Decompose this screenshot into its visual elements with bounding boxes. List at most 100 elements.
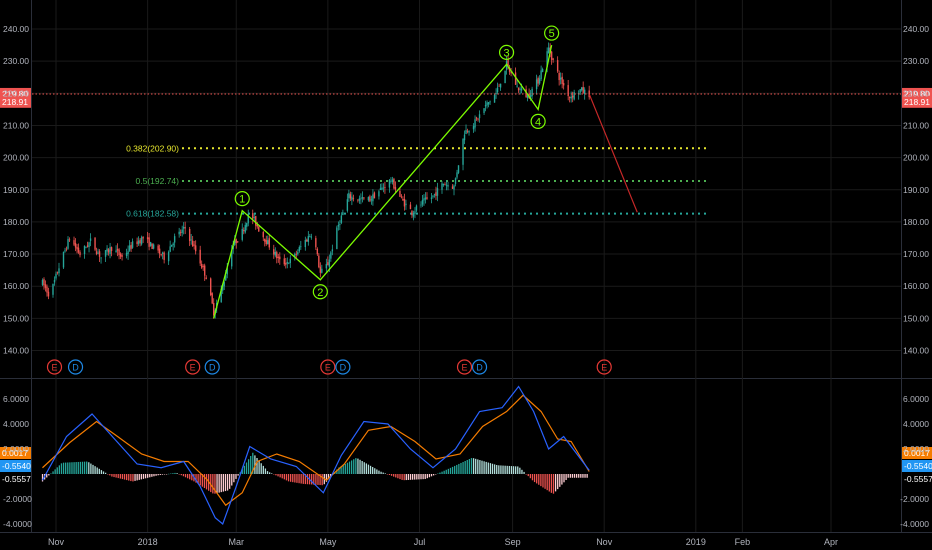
macd-histogram-bar [462,461,464,474]
macd-histogram-bar [69,462,71,474]
candle-body [127,251,129,255]
macd-histogram-bar [519,467,521,474]
candle-body [537,78,539,84]
candle-body [234,240,236,245]
macd-histogram-bar [575,474,578,478]
candle-body [77,247,80,253]
macd-value-badge [902,460,932,472]
macd-histogram-bar [382,472,384,474]
earnings-marker[interactable] [596,359,612,375]
macd-histogram-bar [557,474,559,490]
candle-body [495,92,497,94]
macd-histogram-bar [48,474,50,476]
macd-histogram-bar [456,464,458,474]
event-marker-label: D [72,363,79,373]
candle-body [89,238,92,241]
candle-body [442,183,445,185]
candle-body [526,95,529,99]
fib-level-label: 0.618(182.58) [126,209,179,219]
candle-body [370,199,373,201]
candle-body [339,224,341,225]
macd-histogram-bar [512,466,515,474]
price-tick-label: 190.00 [903,185,929,195]
candle-body [191,240,194,247]
macd-histogram-bar [432,474,435,476]
candle-body [561,76,563,84]
macd-histogram-bar [81,461,84,474]
macd-tick-label: -2.0000 [3,494,32,504]
candle-body [199,249,201,264]
macd-histogram-bar [73,462,75,474]
macd-histogram-bar [67,462,69,474]
candle-body [119,253,122,257]
macd-value-label: -0.5540 [904,461,932,471]
earnings-marker[interactable] [46,359,63,375]
dividend-marker[interactable] [67,359,84,375]
candle-body [493,94,496,103]
macd-histogram-bar [304,474,307,485]
macd-tick-label: 4.0000 [903,419,929,429]
macd-histogram-bar [268,472,271,474]
projection-line[interactable] [588,93,638,213]
macd-histogram-bar [435,474,437,475]
macd-histogram-bar [176,473,178,474]
macd-histogram-bar [361,461,363,474]
candle-body [361,197,364,199]
candle-body [468,131,470,133]
macd-histogram-bar [397,474,399,479]
macd-histogram-bar [138,474,140,480]
candle-body [262,232,264,238]
candle-body [319,266,322,273]
candle-body [173,236,176,243]
macd-histogram-bar [584,474,586,478]
macd-histogram-bar [195,474,197,483]
macd-histogram-bar [119,474,121,479]
projection-line[interactable] [588,93,638,213]
candle-body [247,213,249,224]
macd-tick-label: -2.0000 [900,494,929,504]
elliott-wave[interactable]: 1 2 3 4 5 [213,25,560,319]
event-marker-label: D [476,363,483,373]
macd-histogram-bar [123,474,126,480]
earnings-marker[interactable] [185,359,201,375]
candle-body [583,89,586,94]
macd-histogram-bar [409,474,412,480]
candle-body [363,197,365,199]
earnings-marker[interactable] [320,359,336,375]
macd-histogram-bar [102,471,105,474]
candle-body [496,87,499,93]
macd-histogram-bar [201,474,203,487]
macd-histogram-bar [224,474,227,492]
dividend-marker[interactable] [471,359,488,375]
macd-histogram-bar [542,474,544,488]
candle-body [519,88,521,90]
candle-body [55,273,57,279]
macd-histogram-bar [491,463,494,474]
candle-body [579,89,581,93]
macd-histogram-bar [493,464,496,474]
macd-histogram-bar [125,474,128,481]
candle-body [182,226,185,229]
macd-histogram-bar [151,474,153,477]
macd-histogram-bar [561,474,563,485]
macd-histogram-bar [540,474,542,487]
candle-body [432,195,434,197]
wave-label: 1 [239,194,245,206]
dividend-marker[interactable] [335,359,351,375]
macd-line [41,385,590,526]
wave-label: 5 [549,28,555,40]
time-tick-label: Sep [505,537,521,547]
earnings-marker[interactable] [456,359,473,375]
elliott-wave-line[interactable] [213,44,553,319]
candle-body [441,183,443,190]
candle-body [430,197,433,199]
macd-histogram-bar [399,474,401,480]
macd-histogram-bar [210,474,212,493]
dividend-marker[interactable] [204,359,220,375]
macd-histogram-bar [414,474,416,480]
candle-body [504,70,506,84]
macd-histogram-bar [130,474,132,482]
price-tick-label: 190.00 [3,185,29,195]
